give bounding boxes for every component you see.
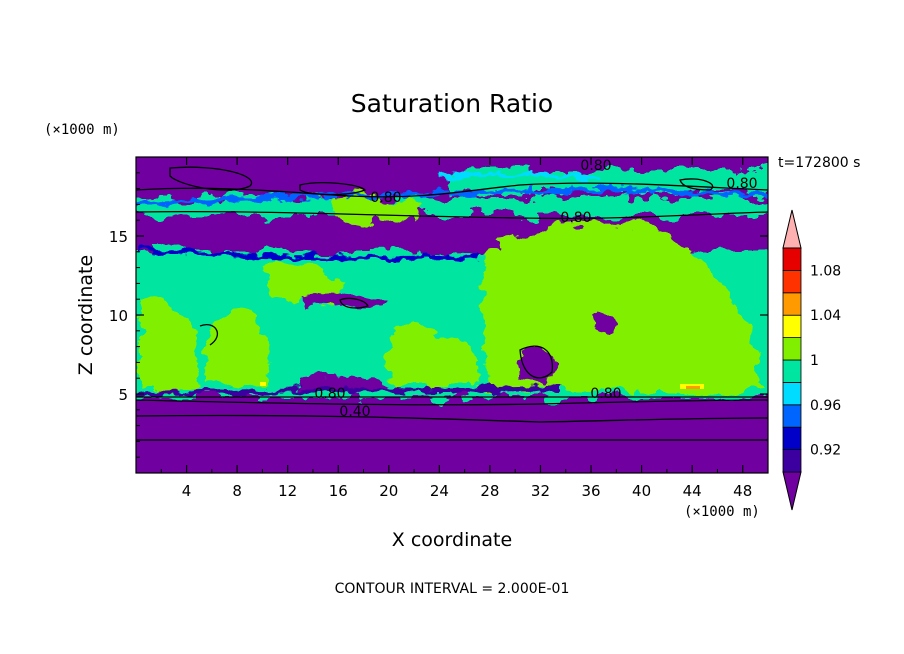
x-tick-label: 40 xyxy=(632,482,651,500)
time-label: t=172800 s xyxy=(778,155,860,171)
contour-label: 0.80 xyxy=(580,158,611,174)
y-tick-label: 5 xyxy=(118,386,128,404)
x-ticks: 4 8 12 16 20 24 28 32 36 40 44 48 xyxy=(160,157,752,500)
x-tick-label: 28 xyxy=(480,482,499,500)
colorbar-bin xyxy=(782,449,802,473)
contour-label-group: 0.80 0.80 0.80 0.80 0.80 0.80 0.40 xyxy=(314,158,757,420)
colorbar-bin xyxy=(782,269,802,294)
x-tick-label: 32 xyxy=(531,482,550,500)
y-unit-label: (×1000 m) xyxy=(44,122,120,138)
colorbar-label: 1.08 xyxy=(810,263,841,279)
x-axis-label: X coordinate xyxy=(392,529,512,551)
contour-label: 0.40 xyxy=(339,404,370,420)
colorbar: 0.92 0.96 1 1.04 1.08 xyxy=(782,209,841,511)
contour-label: 0.80 xyxy=(590,386,621,402)
x-tick-label: 12 xyxy=(278,482,297,500)
x-tick-label: 16 xyxy=(329,482,348,500)
x-tick-label: 4 xyxy=(182,482,192,500)
colorbar-label: 0.92 xyxy=(810,443,841,459)
colorbar-over-arrow xyxy=(782,209,802,249)
x-tick-label: 8 xyxy=(232,482,242,500)
contour-label: 0.80 xyxy=(726,176,757,192)
contour-label: 0.80 xyxy=(560,210,591,226)
x-tick-label: 48 xyxy=(733,482,752,500)
colorbar-bin xyxy=(782,381,802,406)
contour-label: 0.80 xyxy=(314,386,345,402)
colorbar-bin xyxy=(782,247,802,271)
colorbar-bin xyxy=(782,314,802,339)
y-ticks: 5 10 15 xyxy=(109,172,768,458)
contour-label: 0.80 xyxy=(370,190,401,206)
y-tick-label: 15 xyxy=(109,228,128,246)
x-tick-label: 36 xyxy=(581,482,600,500)
colorbar-bin xyxy=(782,359,802,383)
x-unit-label: (×1000 m) xyxy=(684,504,760,520)
saturation-field xyxy=(136,157,768,473)
y-tick-label: 10 xyxy=(109,307,128,325)
chart-title: Saturation Ratio xyxy=(351,89,553,118)
footer-text: CONTOUR INTERVAL = 2.000E-01 xyxy=(335,581,570,597)
x-tick-label: 44 xyxy=(683,482,702,500)
y-axis-label: Z coordinate xyxy=(75,255,97,375)
colorbar-label: 0.96 xyxy=(810,398,841,414)
colorbar-label: 1 xyxy=(810,353,819,369)
colorbar-bin xyxy=(782,337,802,361)
colorbar-bin xyxy=(782,292,802,316)
colorbar-label: 1.04 xyxy=(810,308,841,324)
colorbar-under-arrow xyxy=(782,471,802,511)
colorbar-bin xyxy=(782,426,802,451)
x-tick-label: 24 xyxy=(430,482,449,500)
colorbar-bin xyxy=(782,404,802,428)
x-tick-label: 20 xyxy=(379,482,398,500)
